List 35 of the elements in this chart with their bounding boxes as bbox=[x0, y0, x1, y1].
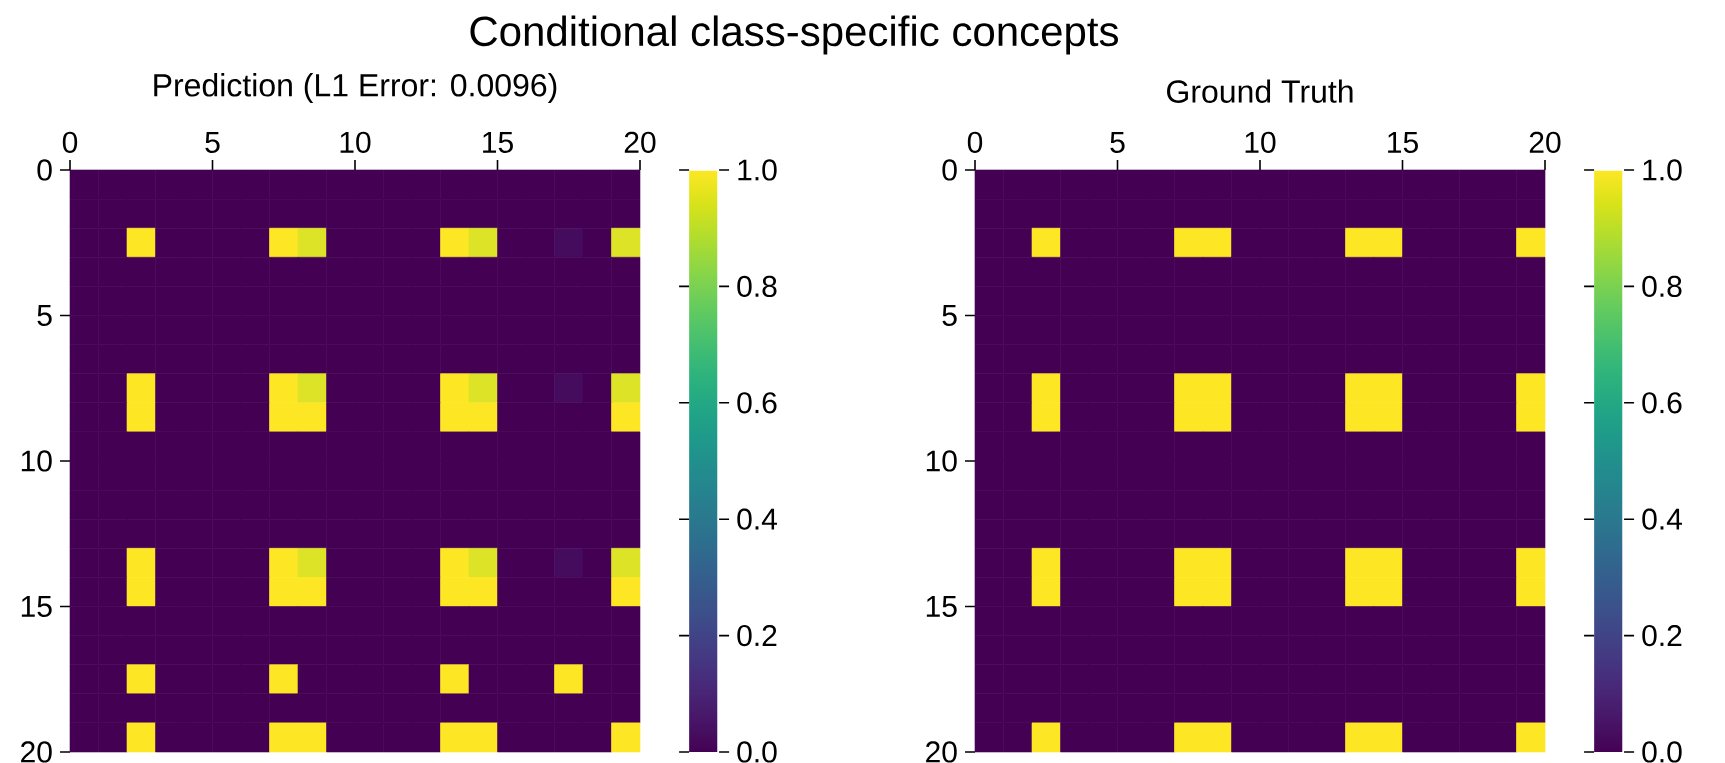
color-bar-label: 0.4 bbox=[1642, 508, 1682, 530]
color-bar-label: 0.6 bbox=[737, 392, 777, 414]
x-tick-label: 15 bbox=[1388, 131, 1418, 153]
chart-subtitle: Prediction (L1 Error: 0.0096) bbox=[154, 73, 557, 103]
y-tick-label: 5 bbox=[942, 305, 957, 326]
x-tick-label: 0 bbox=[62, 131, 78, 153]
color-bar-label: 1.0 bbox=[1643, 159, 1682, 181]
color-bar-label: 0.2 bbox=[737, 624, 777, 647]
color-bar-label: 0.4 bbox=[737, 508, 777, 530]
x-tick-label: 10 bbox=[1245, 131, 1276, 153]
y-tick-label: 10 bbox=[21, 450, 52, 472]
color-bar-label: 0.8 bbox=[737, 275, 777, 297]
color-bar-label: 0.2 bbox=[1642, 624, 1682, 647]
x-tick-label: 15 bbox=[483, 131, 513, 153]
y-tick-label: 0 bbox=[942, 159, 957, 181]
y-tick-label: 20 bbox=[21, 741, 52, 763]
color-bar-label: 0.0 bbox=[1642, 741, 1682, 763]
color-bar-label: 0.0 bbox=[737, 741, 777, 763]
x-tick-label: 20 bbox=[1529, 131, 1561, 153]
x-tick-label: 20 bbox=[624, 131, 656, 153]
text: Conditional class-specific concepts bbox=[470, 15, 1118, 55]
y-tick-label: 20 bbox=[926, 741, 957, 763]
color-bar-label: 1.0 bbox=[738, 159, 777, 181]
y-tick-label: 15 bbox=[926, 596, 957, 617]
y-tick-label: 15 bbox=[21, 596, 52, 617]
x-tick-label: 0 bbox=[967, 131, 983, 153]
x-tick-label: 5 bbox=[205, 131, 220, 153]
x-tick-label: 5 bbox=[1110, 131, 1125, 153]
chart-title: Ground Truth bbox=[1167, 79, 1353, 103]
y-tick-label: 10 bbox=[926, 450, 957, 472]
color-bar-label: 0.6 bbox=[1642, 392, 1682, 414]
y-tick-label: 0 bbox=[37, 159, 52, 181]
color-bar-label: 0.8 bbox=[1642, 275, 1682, 297]
y-tick-label: 5 bbox=[37, 305, 52, 326]
x-tick-label: 10 bbox=[340, 131, 371, 153]
